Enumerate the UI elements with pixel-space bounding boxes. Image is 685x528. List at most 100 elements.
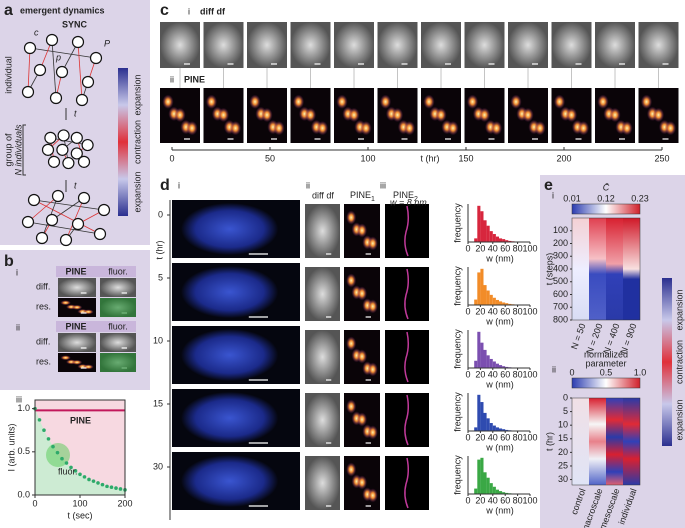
blob — [346, 210, 357, 225]
blob — [466, 94, 479, 109]
x-tick-label: 20 — [475, 369, 485, 379]
y-tick-label: 1.0 — [17, 403, 30, 413]
blob — [71, 304, 83, 310]
colorbar-tick: 0 — [569, 367, 574, 377]
point — [51, 444, 55, 449]
blob — [522, 107, 534, 123]
bar — [495, 427, 499, 431]
side-label: group of — [3, 133, 13, 167]
x-tick-label: 40 — [488, 432, 498, 442]
blob — [336, 94, 348, 109]
node — [71, 217, 85, 231]
blob — [304, 107, 317, 123]
x-tick-label: 100 — [522, 243, 537, 253]
roman: ii — [552, 364, 556, 374]
x-tick-label: 100 — [522, 495, 537, 505]
side-label: N individuals — [13, 124, 23, 176]
x-tick-label: 100 — [522, 306, 537, 316]
panel-title: emergent dynamics — [20, 5, 105, 15]
col-header: iii — [380, 180, 386, 190]
x-tick-label: 40 — [488, 306, 498, 316]
node — [41, 143, 55, 156]
node — [21, 85, 35, 99]
x-tick-label: 0 — [169, 153, 174, 163]
blob — [597, 94, 609, 109]
node — [97, 203, 111, 217]
x-axis-label: w (nm) — [485, 505, 514, 515]
node — [45, 33, 59, 47]
bar — [486, 477, 490, 494]
bar — [502, 492, 506, 494]
edge — [27, 221, 101, 235]
panel-letter: d — [160, 177, 170, 194]
blob — [205, 94, 218, 109]
colorbar — [571, 377, 641, 389]
blob — [273, 120, 285, 136]
y-tick-label: 30 — [153, 461, 163, 471]
bar — [486, 290, 490, 305]
blob — [565, 107, 578, 123]
blob — [423, 94, 435, 109]
y-axis-label: frequency — [452, 392, 462, 432]
bar — [486, 418, 490, 431]
bar — [483, 412, 487, 431]
header-bg — [56, 321, 136, 332]
heat-column — [589, 218, 606, 320]
bar — [480, 268, 484, 305]
bar — [499, 365, 503, 368]
colorbar-label: parameter — [585, 358, 626, 368]
bar — [477, 272, 481, 305]
y-axis-label: frequency — [452, 266, 462, 306]
x-tick-label: 0 — [465, 432, 470, 442]
blob — [478, 107, 491, 123]
bar — [489, 423, 493, 431]
colorbar — [662, 278, 672, 446]
colorbar-tick: 0.23 — [631, 193, 649, 203]
blob — [186, 120, 198, 136]
x-tick-label: 150 — [458, 153, 473, 163]
col-header-sub: 1 — [371, 196, 375, 203]
image — [595, 22, 635, 68]
y-tick-label: 0 — [158, 209, 163, 219]
blob — [346, 273, 357, 288]
image — [100, 333, 136, 352]
bar — [483, 349, 487, 368]
bar — [483, 285, 487, 305]
heat-column — [606, 398, 623, 485]
y-tick-label: 0.5 — [17, 446, 30, 456]
legend-label: fluor. — [58, 466, 78, 476]
node — [77, 191, 91, 205]
bar — [502, 429, 506, 431]
bar — [474, 427, 478, 431]
y-axis-label: t (hr) — [154, 240, 164, 259]
node — [75, 93, 89, 107]
image — [247, 22, 287, 68]
point — [82, 475, 87, 479]
bar — [505, 429, 509, 431]
y-tick-label: 300 — [553, 251, 568, 261]
panel-letter: b — [4, 253, 14, 270]
nucleus — [180, 202, 279, 256]
x-tick-label: 20 — [475, 432, 485, 442]
blob — [346, 462, 357, 477]
blob — [577, 120, 590, 136]
bar — [492, 234, 496, 242]
bar — [483, 472, 487, 494]
blob — [553, 94, 566, 109]
point — [55, 450, 60, 455]
col-header: PINE — [65, 321, 86, 331]
blob — [367, 362, 378, 377]
colorbar-label: normalized — [584, 349, 628, 359]
bar — [505, 492, 509, 494]
x-tick-label: 60 — [500, 432, 510, 442]
blob — [174, 107, 186, 123]
point — [73, 469, 78, 473]
point — [46, 437, 51, 441]
col-header-main: PINE — [350, 190, 371, 200]
x-tick-label: 80 — [513, 243, 523, 253]
x-tick-label: 60 — [500, 306, 510, 316]
node — [45, 213, 59, 227]
blob — [621, 120, 633, 136]
col-header: ii — [306, 180, 310, 190]
panel-letter: a — [4, 2, 13, 19]
